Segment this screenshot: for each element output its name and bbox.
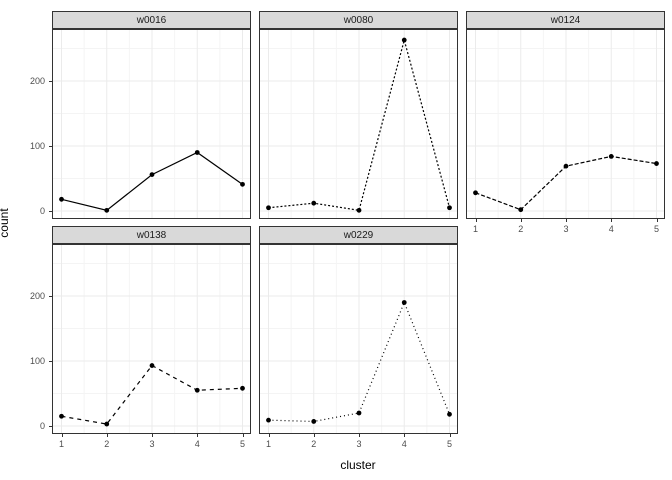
data-point xyxy=(654,161,659,166)
data-point xyxy=(401,300,407,305)
x-axis-title: cluster xyxy=(340,458,376,472)
facet-label: w0124 xyxy=(550,14,581,26)
facet-label: w0138 xyxy=(136,229,167,241)
x-axis-tick-label: 2 xyxy=(518,224,524,234)
facet-panel xyxy=(259,244,458,434)
y-axis-tick-label: 200 xyxy=(29,76,45,86)
data-point xyxy=(104,421,110,427)
facet-strip: w0138 xyxy=(52,226,251,244)
data-point xyxy=(608,154,614,159)
x-axis-tick xyxy=(106,434,108,437)
x-axis-tick xyxy=(520,219,522,222)
x-axis-tick-label: 4 xyxy=(401,439,407,449)
data-point xyxy=(356,410,362,416)
y-axis-tick-label: 100 xyxy=(29,141,45,151)
data-point xyxy=(194,150,200,155)
data-point xyxy=(473,190,478,196)
data-line xyxy=(268,37,451,212)
x-axis-tick xyxy=(313,434,315,437)
x-axis-tick-label: 2 xyxy=(311,439,317,449)
data-point xyxy=(240,385,245,391)
facet-strip: w0016 xyxy=(52,11,251,29)
facet-label: w0080 xyxy=(343,14,374,26)
y-axis-title: count xyxy=(0,208,11,238)
data-point xyxy=(311,200,317,206)
x-axis-tick xyxy=(268,434,270,437)
y-axis-tick-label: 0 xyxy=(39,206,45,216)
x-axis-tick xyxy=(611,219,613,222)
x-axis-tick xyxy=(359,434,360,437)
facet-label: w0229 xyxy=(343,229,374,241)
facet-panel xyxy=(52,244,251,434)
x-axis-tick-label: 5 xyxy=(446,439,452,449)
y-axis-tick xyxy=(49,426,52,427)
data-point xyxy=(149,172,155,178)
data-point xyxy=(447,411,452,417)
x-axis-tick-label: 1 xyxy=(58,439,64,449)
x-axis-tick xyxy=(656,219,658,222)
data-point xyxy=(266,417,271,423)
x-axis-tick xyxy=(566,219,567,222)
x-axis-tick-label: 3 xyxy=(149,439,155,449)
facet-strip: w0229 xyxy=(259,226,458,244)
y-axis-tick xyxy=(49,361,52,362)
data-point xyxy=(104,207,110,213)
data-point xyxy=(401,37,407,43)
data-point xyxy=(149,363,155,368)
x-axis-tick xyxy=(152,434,153,437)
y-axis-tick-label: 200 xyxy=(29,291,45,301)
x-axis-tick xyxy=(404,434,406,437)
data-line xyxy=(61,364,243,425)
data-point xyxy=(59,196,64,202)
y-axis-tick-label: 100 xyxy=(29,356,45,366)
y-axis-tick-label: 0 xyxy=(39,421,45,431)
x-axis-tick xyxy=(475,219,477,222)
x-axis-tick-label: 4 xyxy=(194,439,200,449)
x-axis-tick xyxy=(197,434,199,437)
x-axis-tick-label: 5 xyxy=(653,224,659,234)
facet-strip: w0080 xyxy=(259,11,458,29)
x-axis-tick xyxy=(61,434,63,437)
x-axis-tick-label: 1 xyxy=(265,439,271,449)
x-axis-tick-label: 2 xyxy=(104,439,110,449)
x-axis-tick-label: 5 xyxy=(239,439,245,449)
facet-panel xyxy=(259,29,458,219)
facet-strip: w0124 xyxy=(466,11,665,29)
x-axis-tick-label: 1 xyxy=(472,224,478,234)
data-point xyxy=(194,387,200,393)
data-point xyxy=(59,413,64,419)
y-axis-tick xyxy=(49,211,52,212)
data-point xyxy=(240,181,245,187)
x-axis-tick xyxy=(449,434,451,437)
y-axis-tick xyxy=(49,81,52,82)
data-point xyxy=(563,163,569,169)
facet-label: w0016 xyxy=(136,14,167,26)
data-point xyxy=(447,205,452,211)
facet-panel xyxy=(466,29,665,219)
data-point xyxy=(311,419,317,424)
x-axis-tick-label: 4 xyxy=(608,224,614,234)
x-axis-tick xyxy=(242,434,244,437)
data-point xyxy=(356,207,362,213)
y-axis-tick xyxy=(49,146,52,147)
x-axis-tick-label: 3 xyxy=(356,439,362,449)
y-axis-tick xyxy=(49,296,52,297)
data-point xyxy=(266,205,271,211)
facet-panel xyxy=(52,29,251,219)
x-axis-tick-label: 3 xyxy=(563,224,569,234)
data-point xyxy=(518,207,524,213)
